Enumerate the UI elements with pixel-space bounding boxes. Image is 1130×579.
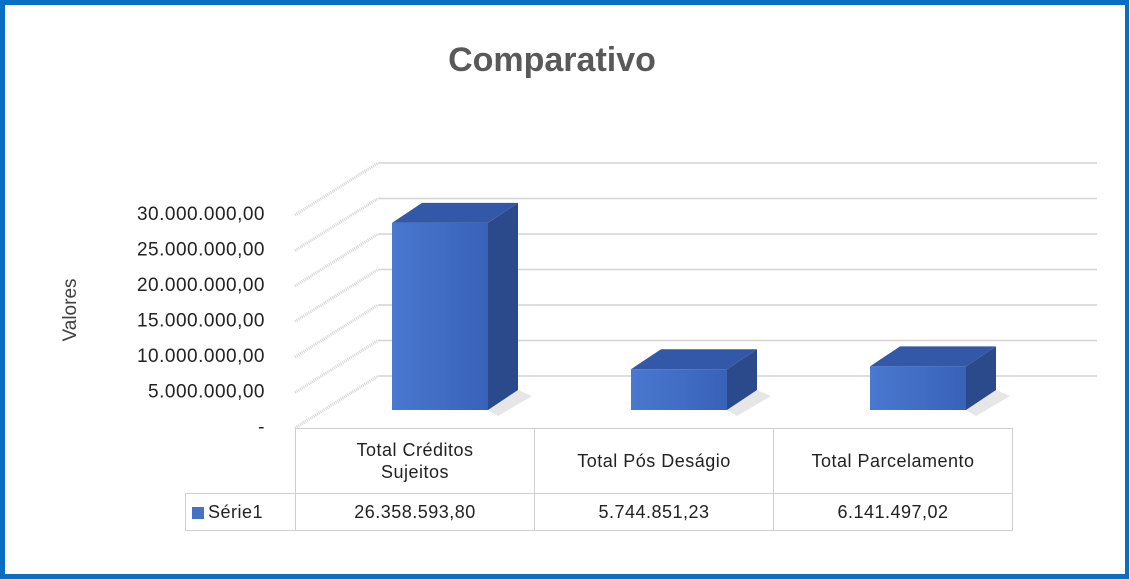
y-tick-label: 10.000.000,00 — [137, 346, 265, 367]
bar-shadow — [727, 390, 771, 416]
bar-shadow — [966, 390, 1010, 416]
bar-shadow — [488, 390, 532, 416]
y-tick-label: - — [258, 417, 265, 438]
side-grid-line — [294, 374, 379, 430]
legend-swatch — [192, 506, 204, 519]
side-grid-line — [294, 303, 379, 359]
bar-top — [392, 202, 518, 223]
legend-cell: Série1 — [185, 493, 296, 531]
chart: Comparativo Valores - 5.000.000,00 10.000.… — [60, 41, 1097, 438]
category-cell: Total Pós Deságio — [534, 428, 774, 494]
side-grid-line — [294, 268, 379, 323]
side-grid-line — [294, 232, 379, 288]
side-grid-line — [294, 161, 379, 217]
blank-cell — [185, 428, 296, 494]
bar-top — [870, 346, 996, 367]
y-tick-label: 30.000.000,00 — [137, 204, 265, 225]
category-label: Total Parcelamento — [811, 451, 975, 471]
value-label: 6.141.497,02 — [773, 493, 1013, 531]
data-table: Total Créditos Sujeitos Total Pós Deságio… — [185, 428, 1013, 531]
y-tick-label: 20.000.000,00 — [137, 275, 265, 296]
bar-top — [631, 349, 757, 370]
y-tick-label: 25.000.000,00 — [137, 240, 265, 261]
chart-title: Comparativo — [448, 41, 656, 79]
bar — [870, 366, 966, 410]
bar-side — [727, 349, 757, 410]
value-label: 5.744.851,23 — [534, 493, 774, 531]
y-tick-label: 5.000.000,00 — [148, 382, 265, 403]
bar — [631, 369, 727, 410]
bar-side — [488, 202, 518, 410]
side-grid-line — [294, 197, 379, 252]
category-cell: Total Parcelamento — [773, 428, 1013, 494]
legend-label: Série1 — [208, 501, 264, 522]
y-tick-label: 15.000.000,00 — [137, 311, 265, 332]
category-label: Total Créditos Sujeitos — [356, 440, 474, 482]
value-label: 26.358.593,80 — [295, 493, 535, 531]
bar — [392, 222, 488, 410]
bar-side — [966, 346, 996, 410]
category-cell: Total Créditos Sujeitos — [295, 428, 535, 494]
category-label: Total Pós Deságio — [577, 451, 731, 471]
side-grid-line — [294, 339, 379, 394]
y-axis-label: Valores — [60, 278, 81, 341]
